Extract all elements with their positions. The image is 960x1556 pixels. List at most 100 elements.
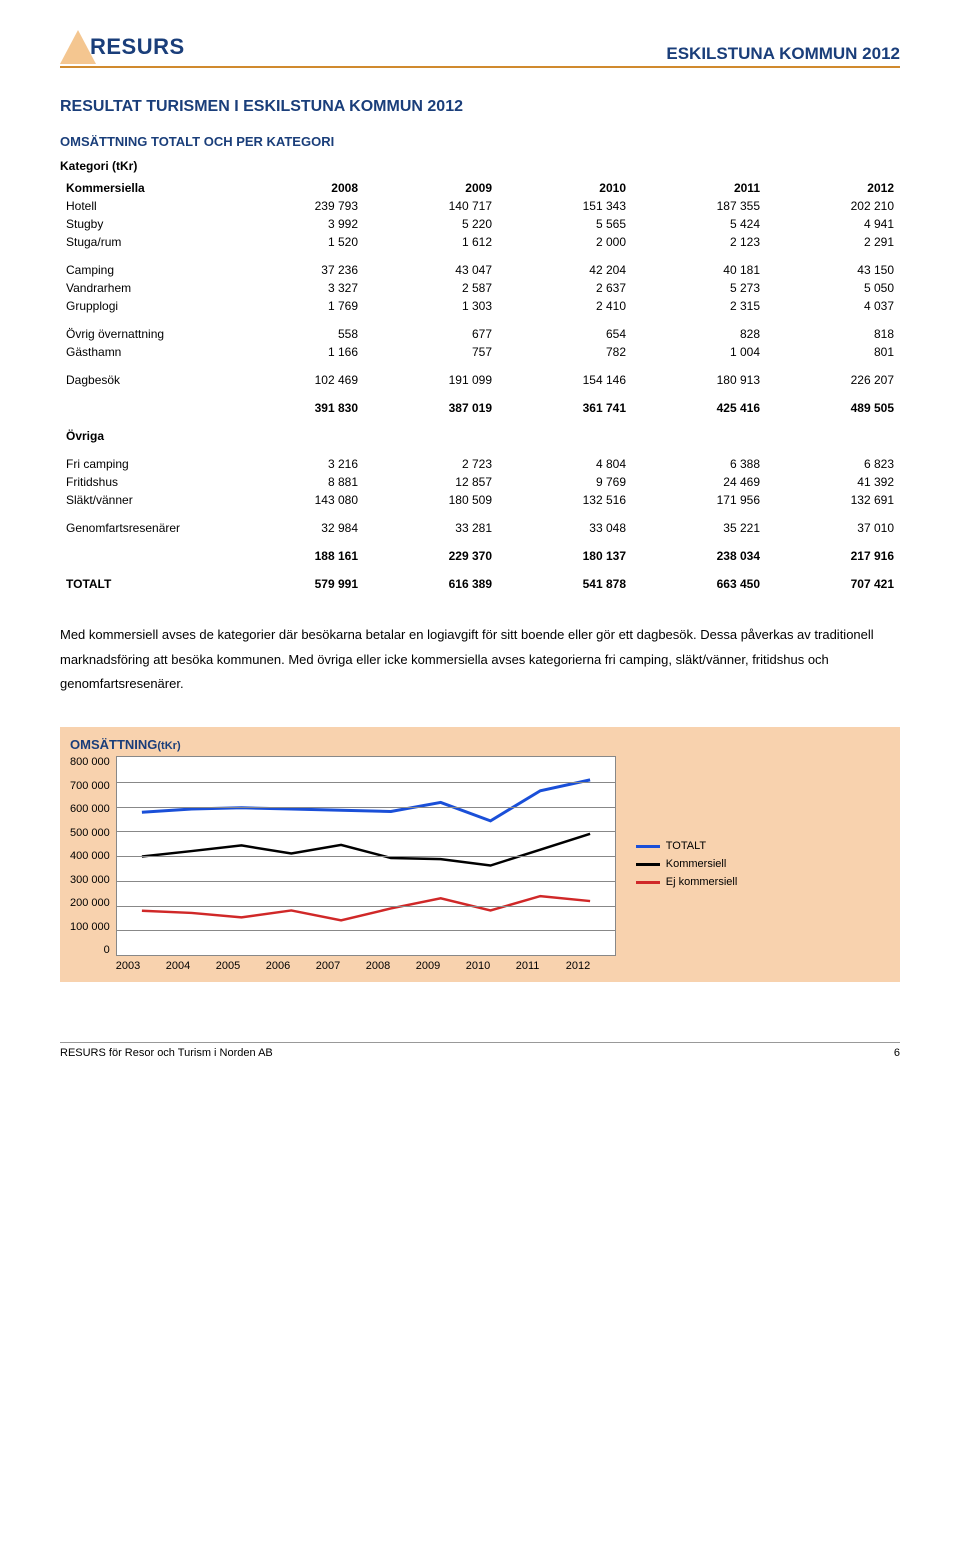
row-value: 188 161 (230, 547, 364, 565)
row-value: 2 000 (498, 233, 632, 251)
row-value: 32 984 (230, 519, 364, 537)
chart-unit: (tKr) (157, 740, 180, 752)
logo: RESURS (60, 30, 185, 64)
row-value: 180 137 (498, 547, 632, 565)
row-value: 558 (230, 325, 364, 343)
row-value: 226 207 (766, 371, 900, 389)
row-value: 238 034 (632, 547, 766, 565)
row-value: 229 370 (364, 547, 498, 565)
row-value: 140 717 (364, 197, 498, 215)
row-value: 37 236 (230, 261, 364, 279)
row-value: 818 (766, 325, 900, 343)
y-tick-label: 400 000 (70, 850, 110, 862)
row-value: 33 281 (364, 519, 498, 537)
footer-page-number: 6 (894, 1047, 900, 1059)
row-value: 677 (364, 325, 498, 343)
row-value: 191 099 (364, 371, 498, 389)
row-value: 5 424 (632, 215, 766, 233)
y-tick-label: 300 000 (70, 874, 110, 886)
y-tick-label: 100 000 (70, 921, 110, 933)
row-label: Övrig övernattning (60, 325, 230, 343)
row-value: 1 303 (364, 297, 498, 315)
row-value: 2 315 (632, 297, 766, 315)
row-value: 1 612 (364, 233, 498, 251)
page-header: RESURS ESKILSTUNA KOMMUN 2012 (60, 30, 900, 68)
legend-item: Ej kommersiell (636, 876, 738, 888)
chart-series-line (142, 780, 590, 821)
table-header-year: 2012 (766, 179, 900, 197)
legend-label: Ej kommersiell (666, 876, 738, 888)
row-label: TOTALT (60, 575, 230, 593)
x-tick-label: 2012 (566, 960, 616, 972)
legend-label: TOTALT (666, 840, 706, 852)
row-value: 180 509 (364, 491, 498, 509)
row-label: Stugby (60, 215, 230, 233)
x-tick-label: 2007 (316, 960, 366, 972)
x-tick-label: 2006 (266, 960, 316, 972)
row-value: 132 516 (498, 491, 632, 509)
table-row: TOTALT579 991616 389541 878663 450707 42… (60, 575, 900, 593)
table-row: Dagbesök102 469191 099154 146180 913226 … (60, 371, 900, 389)
table-row: Genomfartsresenärer32 98433 28133 04835 … (60, 519, 900, 537)
row-value: 8 881 (230, 473, 364, 491)
row-value: 654 (498, 325, 632, 343)
row-value: 180 913 (632, 371, 766, 389)
row-value: 1 004 (632, 343, 766, 361)
chart-series-line (142, 834, 590, 866)
row-value: 33 048 (498, 519, 632, 537)
data-table: Kommersiella20082009201020112012 Hotell2… (60, 179, 900, 603)
row-value: 4 804 (498, 455, 632, 473)
table-row: Stugby3 9925 2205 5655 4244 941 (60, 215, 900, 233)
table-row: Grupplogi1 7691 3032 4102 3154 037 (60, 297, 900, 315)
row-value: 387 019 (364, 399, 498, 417)
chart-y-axis: 800 000700 000600 000500 000400 000300 0… (70, 756, 116, 956)
row-label: Släkt/vänner (60, 491, 230, 509)
row-value: 9 769 (498, 473, 632, 491)
row-value: 6 388 (632, 455, 766, 473)
row-value: 2 637 (498, 279, 632, 297)
category-label: Kategori (tKr) (60, 159, 900, 173)
row-value: 171 956 (632, 491, 766, 509)
row-value: 5 220 (364, 215, 498, 233)
legend-item: Kommersiell (636, 858, 738, 870)
row-value: 12 857 (364, 473, 498, 491)
x-tick-label: 2010 (466, 960, 516, 972)
y-tick-label: 700 000 (70, 780, 110, 792)
row-label: Dagbesök (60, 371, 230, 389)
table-row: Fritidshus8 88112 8579 76924 46941 392 (60, 473, 900, 491)
chart-plot (116, 756, 616, 956)
x-tick-label: 2004 (166, 960, 216, 972)
row-value: 801 (766, 343, 900, 361)
row-value: 42 204 (498, 261, 632, 279)
row-value: 5 565 (498, 215, 632, 233)
row-label: Vandrarhem (60, 279, 230, 297)
table-row: 391 830387 019361 741425 416489 505 (60, 399, 900, 417)
row-label: Grupplogi (60, 297, 230, 315)
legend-label: Kommersiell (666, 858, 727, 870)
row-value: 37 010 (766, 519, 900, 537)
row-value: 2 723 (364, 455, 498, 473)
row-value: 757 (364, 343, 498, 361)
row-value: 1 166 (230, 343, 364, 361)
x-tick-label: 2003 (116, 960, 166, 972)
y-tick-label: 600 000 (70, 803, 110, 815)
row-value: 5 050 (766, 279, 900, 297)
chart-title: OMSÄTTNING(tKr) (70, 737, 890, 752)
table-row: Vandrarhem3 3272 5872 6375 2735 050 (60, 279, 900, 297)
row-label: Hotell (60, 197, 230, 215)
x-tick-label: 2008 (366, 960, 416, 972)
row-value: 132 691 (766, 491, 900, 509)
row-label: Stuga/rum (60, 233, 230, 251)
description-paragraph: Med kommersiell avses de kategorier där … (60, 623, 900, 697)
table-row: Övrig övernattning558677654828818 (60, 325, 900, 343)
row-label: Fritidshus (60, 473, 230, 491)
row-value: 187 355 (632, 197, 766, 215)
table-header-label: Kommersiella (60, 179, 230, 197)
row-value: 239 793 (230, 197, 364, 215)
row-value: 40 181 (632, 261, 766, 279)
table-header-year: 2010 (498, 179, 632, 197)
table-row: Gästhamn1 1667577821 004801 (60, 343, 900, 361)
row-value: 5 273 (632, 279, 766, 297)
logo-text: RESURS (90, 34, 185, 60)
row-value: 707 421 (766, 575, 900, 593)
